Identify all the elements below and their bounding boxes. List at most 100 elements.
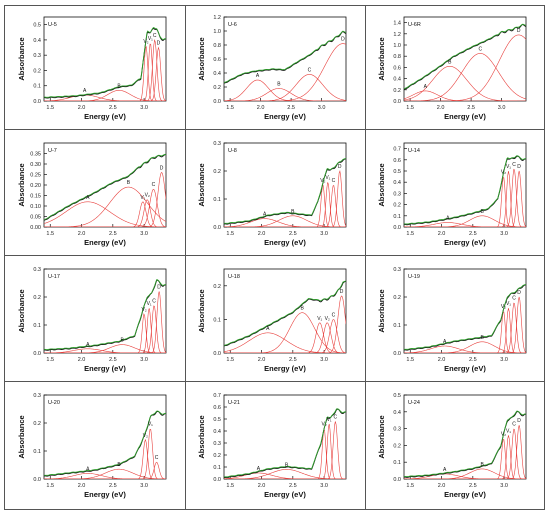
y-tick-label: 0.6	[213, 405, 221, 411]
fitted-total-curve	[404, 410, 526, 478]
y-tick-label: 0.4	[213, 429, 221, 435]
fit-peak-curve	[404, 222, 526, 227]
y-tick-label: 0.0	[393, 351, 401, 357]
peak-label: C	[308, 67, 312, 73]
fit-peak-curve	[44, 90, 166, 101]
fitted-total-curve	[224, 280, 346, 346]
peak-label: B	[481, 335, 485, 341]
y-tick-label: 0.20	[30, 183, 41, 189]
peak-label: A	[83, 88, 87, 94]
x-tick-label: 1.5	[46, 357, 54, 363]
y-tick-label: 0.35	[30, 152, 41, 158]
fit-peak-curve	[404, 34, 526, 101]
x-tick-label: 3.0	[500, 231, 508, 237]
peak-label: C	[478, 46, 482, 52]
y-tick-label: 0.0	[213, 351, 221, 357]
peak-label: A	[443, 339, 447, 345]
fit-peak-curve	[404, 53, 526, 101]
x-tick-label: 2.5	[469, 357, 477, 363]
x-tick-label: 2.5	[289, 483, 297, 489]
y-axis-label: Absorbance	[197, 289, 206, 332]
fit-peak-curve	[44, 46, 166, 101]
peak-label: D	[160, 165, 164, 171]
peak-label: V₂	[325, 316, 330, 322]
peak-label: V₂	[141, 307, 146, 313]
fit-peak-curve	[224, 312, 346, 353]
peak-label: D	[157, 284, 161, 290]
fit-peak-curve	[224, 427, 346, 479]
y-tick-label: 0.30	[30, 162, 41, 168]
y-tick-label: 0.05	[30, 215, 41, 221]
y-tick-label: 0.3	[33, 267, 41, 273]
y-tick-label: 0.2	[33, 295, 41, 301]
peak-label: V₂	[501, 170, 506, 176]
fitted-total-curve	[44, 278, 166, 350]
x-axis-label: Energy (eV)	[264, 364, 306, 373]
peak-label: V₁	[325, 175, 330, 181]
fit-peak-curve	[44, 313, 166, 353]
x-axis-label: Energy (eV)	[444, 364, 486, 373]
chart-svg: 1.5 2.0 2.5 3.0 0.0 0.1 0.2 0.3 0.4 0.5 Energy (eV…	[377, 393, 527, 499]
chart-panel: 1.5 2.0 2.5 3.0 0.0 0.1 0.2 0.3 0.4 0.5 Energy (eV…	[4, 5, 184, 131]
fit-peak-curve	[224, 218, 346, 227]
fit-peak-curve	[44, 468, 166, 479]
fit-peak-curve	[224, 184, 346, 227]
fit-peak-curve	[404, 177, 526, 227]
y-tick-label: 0.1	[33, 84, 41, 90]
peak-label: A	[263, 212, 267, 218]
fit-peak-curve	[44, 438, 166, 479]
x-tick-label: 2.0	[438, 483, 446, 489]
experimental-spectrum	[224, 30, 346, 84]
chart-panel: 1.5 2.0 2.5 3.0 0.0 0.1 0.2 0.3 0.4 0.5 Energy (eV…	[364, 383, 544, 509]
chart-panel: 1.5 2.0 2.5 3.0 0.0 0.1 0.2 0.3 Energy (eV) Absor…	[4, 383, 184, 509]
panel-title: U-20	[48, 400, 60, 406]
peak-label: A	[86, 466, 90, 472]
x-tick-label: 2.0	[78, 105, 86, 111]
x-tick-label: 3.0	[500, 483, 508, 489]
y-tick-label: 0.0	[393, 99, 401, 105]
fitted-total-curve	[404, 23, 526, 90]
chart-panel: 1.5 2.0 2.5 3.0 0.0 0.1 0.2 0.3 Energy (eV) Absor…	[4, 257, 184, 383]
fit-peak-curve	[224, 79, 346, 101]
peak-label: V₁	[147, 301, 152, 307]
fit-peak-curve	[44, 344, 166, 353]
experimental-spectrum	[224, 280, 346, 347]
peak-label: B	[121, 338, 125, 344]
fit-peak-curve	[44, 308, 166, 353]
fit-peak-curve	[404, 308, 526, 353]
peak-label: B	[127, 180, 131, 186]
plot-area	[404, 284, 526, 353]
peak-label: A	[256, 73, 260, 79]
y-tick-label: 0.3	[393, 191, 401, 197]
peak-label: V₁	[327, 417, 332, 423]
peak-label: V₁	[140, 195, 145, 201]
y-tick-label: 0.0	[33, 351, 41, 357]
y-tick-label: 0.2	[213, 453, 221, 459]
fit-peak-curve	[44, 43, 166, 101]
y-tick-label: 0.2	[213, 169, 221, 175]
peak-label: V₂	[321, 422, 326, 428]
panel-title: U-14	[408, 148, 420, 154]
y-tick-label: 0.1	[33, 323, 41, 329]
fitted-total-curve	[404, 155, 526, 225]
y-tick-label: 0.1	[213, 465, 221, 471]
y-tick-label: 0.1	[33, 449, 41, 455]
x-tick-label: 2.5	[467, 105, 475, 111]
plot-area	[44, 153, 166, 227]
peak-label: V₂	[145, 193, 150, 199]
x-tick-label: 2.0	[258, 231, 266, 237]
y-tick-label: 1.0	[213, 29, 221, 35]
y-tick-label: 0.3	[213, 441, 221, 447]
x-axis-label: Energy (eV)	[264, 490, 306, 499]
peak-label: D	[517, 418, 521, 424]
peak-label: C	[332, 312, 336, 318]
chart-panel: 1.5 2.0 2.5 3.0 0.0 0.1 0.2 0.3 0.4 0.5 0.6 0.7 Ener…	[364, 131, 544, 257]
x-tick-label: 1.5	[406, 105, 414, 111]
x-tick-label: 3.0	[318, 105, 326, 111]
chart-panel: 1.5 2.0 2.5 3.0 0.0 0.2 0.4 0.6 0.8 1.0 1.2 Energy …	[184, 5, 364, 131]
y-tick-label: 0.1	[213, 317, 221, 323]
plot-frame	[43, 268, 167, 354]
fit-peak-curve	[404, 65, 526, 101]
peak-label: C	[334, 414, 338, 420]
fit-peak-curve	[224, 295, 346, 353]
